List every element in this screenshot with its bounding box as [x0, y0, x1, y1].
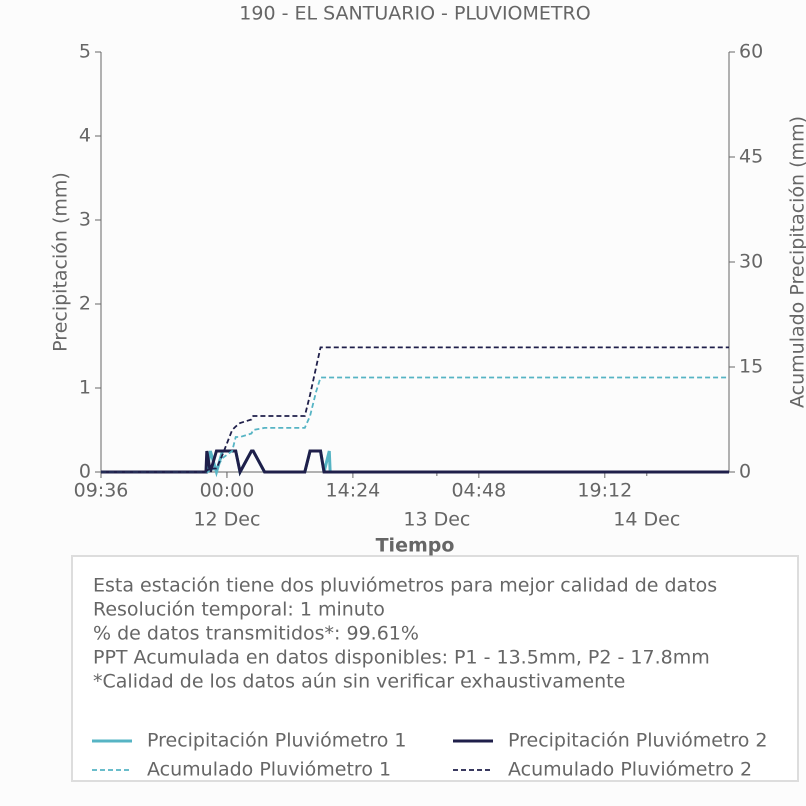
series-line: [101, 449, 729, 478]
legend-label: Precipitación Pluviómetro 1: [147, 730, 407, 752]
info-line: Resolución temporal: 1 minuto: [93, 599, 385, 621]
x-tick-label: 09:36: [74, 480, 129, 502]
x-tick-label: 00:00: [200, 480, 255, 502]
y-tick-label: 5: [79, 41, 91, 63]
y2-axis-label: Acumulado Precipitación (mm): [787, 116, 806, 408]
info-line: *Calidad de los datos aún sin verificar …: [93, 671, 625, 693]
x-tick-label: 04:48: [451, 480, 506, 502]
x-day-label: 13 Dec: [403, 509, 470, 531]
y-tick-label: 4: [79, 125, 91, 147]
y2-tick-label: 0: [739, 461, 751, 483]
info-line: PPT Acumulada en datos disponibles: P1 -…: [93, 647, 710, 669]
y-tick-label: 0: [79, 461, 91, 483]
info-line: Esta estación tiene dos pluviómetros par…: [93, 575, 717, 597]
chart-title: 190 - EL SANTUARIO - PLUVIOMETRO: [239, 3, 590, 25]
info-box: [71, 555, 799, 782]
y2-tick-label: 15: [739, 356, 763, 378]
legend-label: Acumulado Pluviómetro 2: [508, 759, 752, 781]
series-line: [101, 376, 729, 473]
x-tick-label: 19:12: [577, 480, 632, 502]
x-day-label: 12 Dec: [193, 509, 260, 531]
legend-label: Precipitación Pluviómetro 2: [508, 730, 768, 752]
y-tick-label: 1: [79, 377, 91, 399]
info-line: % de datos transmitidos*: 99.61%: [93, 623, 419, 645]
x-axis-label: Tiempo: [376, 535, 455, 557]
legend-label: Acumulado Pluviómetro 1: [147, 759, 391, 781]
y2-tick-label: 45: [739, 146, 763, 168]
x-day-label: 14 Dec: [613, 509, 680, 531]
y-axis-label: Precipitación (mm): [50, 172, 72, 352]
series-line: [101, 346, 729, 473]
x-tick-label: 14:24: [326, 480, 381, 502]
y-tick-label: 3: [79, 209, 91, 231]
y2-tick-label: 30: [739, 251, 763, 273]
y2-tick-label: 60: [739, 41, 763, 63]
series-line: [101, 449, 729, 477]
y-tick-label: 2: [79, 293, 91, 315]
